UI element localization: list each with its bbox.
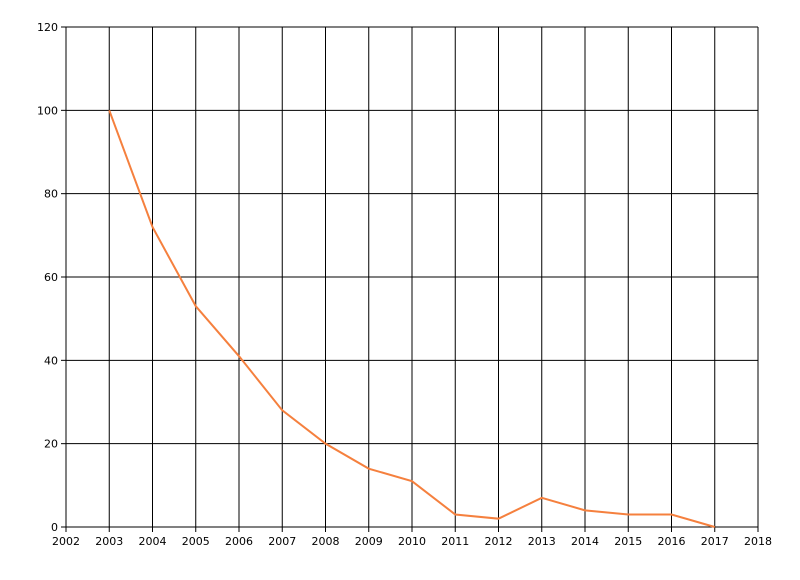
- y-tick-label: 0: [51, 521, 58, 534]
- y-tick-label: 60: [44, 271, 58, 284]
- y-tick-label: 20: [44, 438, 58, 451]
- y-tick-label: 120: [37, 21, 58, 34]
- data-line: [108, 109, 716, 528]
- x-tick-label: 2007: [268, 535, 296, 548]
- y-tick-label: 40: [44, 354, 58, 367]
- x-tick-label: 2008: [312, 535, 340, 548]
- x-tick-label: 2010: [398, 535, 426, 548]
- x-tick-label: 2006: [225, 535, 253, 548]
- x-tick-label: 2002: [52, 535, 80, 548]
- x-tick-label: 2018: [744, 535, 772, 548]
- x-tick-label: 2011: [441, 535, 469, 548]
- x-tick-label: 2003: [95, 535, 123, 548]
- x-tick-label: 2014: [571, 535, 599, 548]
- x-tick-label: 2009: [355, 535, 383, 548]
- y-tick-label: 100: [37, 104, 58, 117]
- x-tick-label: 2017: [701, 535, 729, 548]
- y-tick-label: 80: [44, 188, 58, 201]
- x-tick-label: 2005: [182, 535, 210, 548]
- x-tick-label: 2016: [658, 535, 686, 548]
- x-tick-label: 2004: [139, 535, 167, 548]
- x-tick-label: 2012: [485, 535, 513, 548]
- x-tick-label: 2013: [528, 535, 556, 548]
- x-tick-label: 2015: [614, 535, 642, 548]
